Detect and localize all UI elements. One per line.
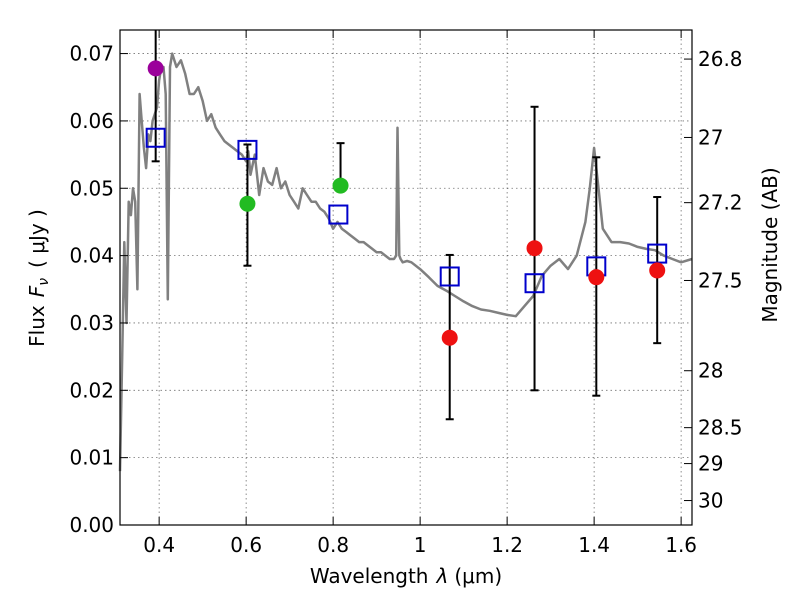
magnitude-tick-label: 26.8: [698, 47, 743, 71]
x-tick-label: 1.2: [491, 533, 523, 557]
y-tick-label: 0.01: [69, 446, 114, 470]
x-tick-label: 1: [414, 533, 427, 557]
x-tick-label: 1.4: [578, 533, 610, 557]
x-tick-label: 0.4: [143, 533, 175, 557]
x-axis-label-unit: (μm): [454, 564, 502, 588]
y-axis-label-unit: ( μJy ): [25, 209, 49, 268]
magnitude-tick-label: 28: [698, 359, 723, 383]
observed-flux-point: [526, 240, 543, 257]
magnitude-tick-label: 30: [698, 489, 723, 513]
magnitude-tick-label: 27.2: [698, 191, 743, 215]
magnitude-tick-label: 29: [698, 452, 723, 476]
y-tick-label: 0.06: [69, 109, 114, 133]
marker-layer: [145, 60, 668, 346]
y-tick-label: 0.02: [69, 378, 114, 402]
magnitude-tick-label: 27.5: [698, 268, 743, 292]
x-tick-label: 0.8: [317, 533, 349, 557]
magnitude-tick-label: 27: [698, 125, 723, 149]
y-axis-label: Flux Fν ( μJy ): [25, 209, 52, 347]
model-photometry-square: [145, 127, 166, 148]
x-tick-label: 0.6: [230, 533, 262, 557]
grid-layer: [120, 30, 692, 525]
observed-flux-point: [441, 329, 458, 346]
y-axis-label-symbol: F: [25, 285, 49, 297]
model-photometry-square: [524, 273, 545, 294]
y-tick-label: 0.00: [69, 513, 114, 537]
model-photometry-square: [439, 266, 460, 287]
x-axis-label-main: Wavelength: [310, 564, 429, 588]
observed-flux-point: [239, 195, 256, 212]
y-tick-label: 0.05: [69, 176, 114, 200]
y-axis-label-subscript: ν: [36, 278, 52, 286]
tick-layer: 0.4 0.6 0.8 1 1.2 1.4 1.6 0.00 0.01 0.02 0.03 0.04 0…: [69, 30, 743, 557]
x-axis-label-symbol: λ: [436, 564, 449, 588]
magnitude-tick-label: 28.5: [698, 416, 743, 440]
magnitude-axis-label: Magnitude (AB): [758, 167, 782, 322]
y-tick-label: 0.07: [69, 42, 114, 66]
y-tick-label: 0.03: [69, 311, 114, 335]
model-photometry-square: [237, 139, 258, 160]
observed-flux-point: [588, 269, 605, 286]
plot-frame: [119, 29, 693, 526]
y-axis-label-main: Flux: [25, 305, 49, 347]
observed-flux-point: [147, 60, 164, 77]
model-photometry-square: [328, 204, 349, 225]
x-tick-label: 1.6: [665, 533, 697, 557]
y-tick-label: 0.04: [69, 244, 114, 268]
observed-flux-point: [649, 262, 666, 279]
x-axis-label: Wavelength λ (μm): [310, 564, 502, 588]
observed-flux-point: [332, 177, 349, 194]
